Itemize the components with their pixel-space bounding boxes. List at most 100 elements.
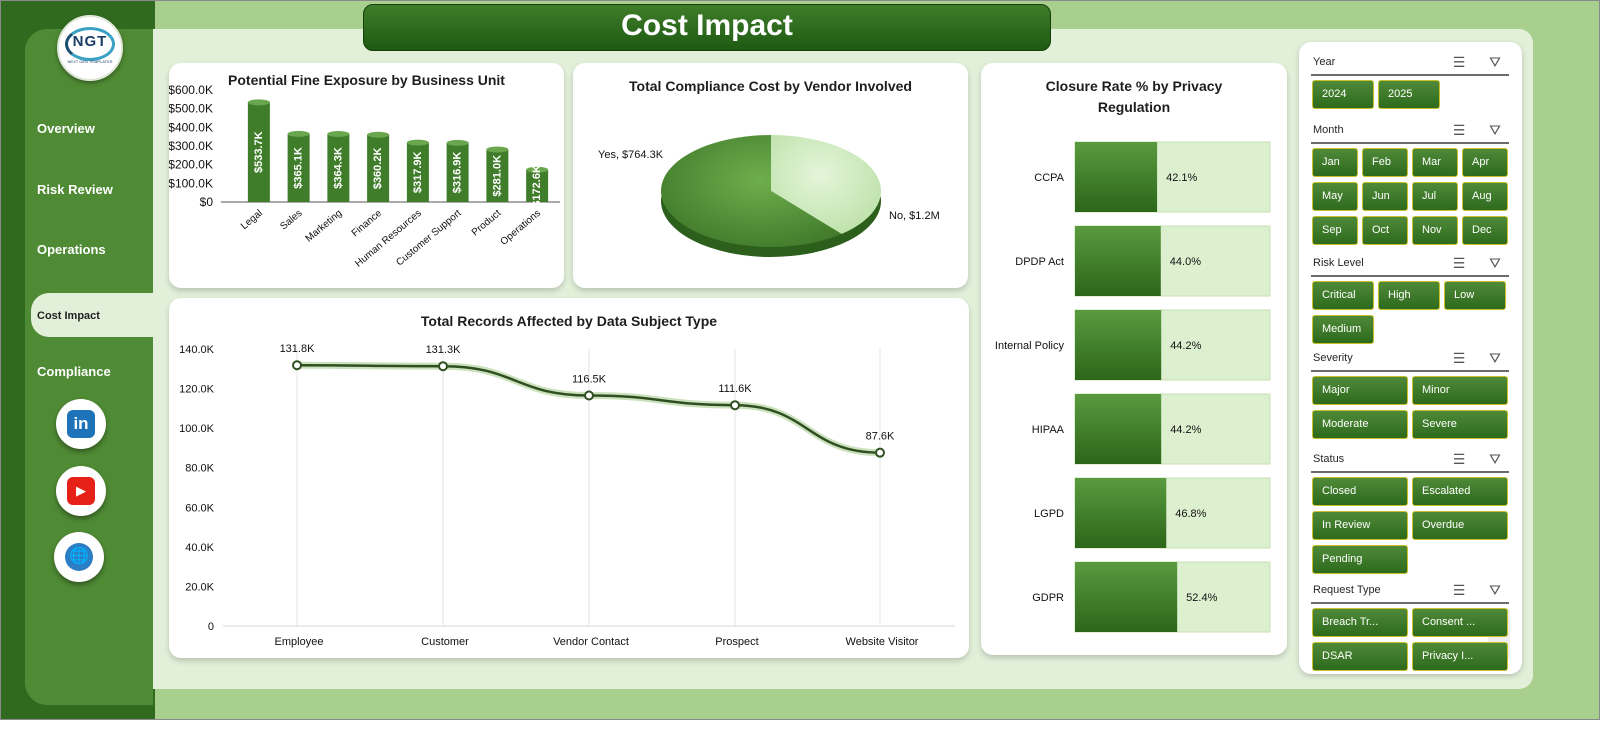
multi-select-icon[interactable]: ☰ <box>1452 350 1466 366</box>
fine-exposure-card: Potential Fine Exposure by Business Unit… <box>169 63 564 288</box>
y-tick-label: 140.0K <box>179 344 215 356</box>
bar-fill[interactable] <box>1075 310 1162 380</box>
slicer-option-risk-level[interactable]: Medium <box>1312 315 1374 344</box>
slicer-option-month[interactable]: Oct <box>1362 216 1408 245</box>
multi-select-icon[interactable]: ☰ <box>1452 122 1466 138</box>
closure-row[interactable]: HIPAA 44.2% <box>1032 393 1271 465</box>
slicer-option-request-type[interactable]: DSAR <box>1312 642 1408 671</box>
clear-filter-icon[interactable]: ⛛ <box>1489 255 1501 271</box>
category-label: DPDP Act <box>1015 256 1064 268</box>
data-point[interactable] <box>438 361 448 372</box>
slicer-option-request-type[interactable]: Privacy I... <box>1412 642 1508 671</box>
bar[interactable]: $172.6K <box>526 165 549 207</box>
bar[interactable]: $316.9K <box>446 139 469 202</box>
nav-operations[interactable]: Operations <box>37 242 106 257</box>
slicer-option-month[interactable]: Apr <box>1462 148 1508 177</box>
data-label: 44.0% <box>1170 256 1201 268</box>
bar[interactable]: $364.3K <box>327 130 350 202</box>
slicer-option-month[interactable]: Dec <box>1462 216 1508 245</box>
slicer-option-year[interactable]: 2024 <box>1312 80 1374 109</box>
slicer-option-month[interactable]: Aug <box>1462 182 1508 211</box>
slicer-option-request-type[interactable]: Consent ... <box>1412 608 1508 637</box>
multi-select-icon[interactable]: ☰ <box>1452 451 1466 467</box>
slicer-divider <box>1311 275 1509 277</box>
slicer-option-severity[interactable]: Moderate <box>1312 410 1408 439</box>
multi-select-icon[interactable]: ☰ <box>1452 255 1466 271</box>
bar-top <box>486 146 509 153</box>
nav-overview[interactable]: Overview <box>37 121 95 136</box>
bar-body[interactable] <box>367 134 390 202</box>
bar-body[interactable] <box>526 169 549 202</box>
clear-filter-icon[interactable]: ⛛ <box>1489 54 1501 70</box>
bar-fill[interactable] <box>1075 226 1161 296</box>
nav-compliance[interactable]: Compliance <box>37 364 111 379</box>
slicer-option-month[interactable]: Jul <box>1412 182 1458 211</box>
closure-row[interactable]: DPDP Act 44.0% <box>1015 225 1271 297</box>
slicer-option-month[interactable]: Jun <box>1362 182 1408 211</box>
clear-filter-icon[interactable]: ⛛ <box>1489 451 1501 467</box>
closure-row[interactable]: LGPD 46.8% <box>1034 477 1271 549</box>
slicer-option-status[interactable]: Overdue <box>1412 511 1508 540</box>
clear-filter-icon[interactable]: ⛛ <box>1489 122 1501 138</box>
slicer-option-risk-level[interactable]: Critical <box>1312 281 1374 310</box>
x-tick-label: Legal <box>239 208 265 232</box>
bar-body[interactable] <box>406 142 429 202</box>
nav-risk-review[interactable]: Risk Review <box>37 182 113 197</box>
bar-fill[interactable] <box>1075 478 1167 548</box>
slicer-option-risk-level[interactable]: Low <box>1444 281 1506 310</box>
slicer-option-month[interactable]: May <box>1312 182 1358 211</box>
bar[interactable]: $317.9K <box>406 139 429 202</box>
bar-fill[interactable] <box>1075 394 1162 464</box>
closure-rate-card: Closure Rate % by Privacy Regulation CCP… <box>981 63 1287 655</box>
bar-body[interactable] <box>446 142 469 202</box>
slicer-option-month[interactable]: Nov <box>1412 216 1458 245</box>
slicer-option-status[interactable]: Escalated <box>1412 477 1508 506</box>
data-point[interactable] <box>292 360 302 371</box>
website-button[interactable]: 🌐 <box>54 532 104 582</box>
bar-body[interactable] <box>486 149 509 202</box>
data-point[interactable] <box>730 400 740 411</box>
youtube-button[interactable]: ▶ <box>56 466 106 516</box>
bar-body[interactable] <box>287 133 310 202</box>
bar-fill[interactable] <box>1075 142 1158 212</box>
bar-top <box>327 130 350 137</box>
bar[interactable]: $533.7K <box>247 99 270 202</box>
data-label: $172.6K <box>531 165 543 207</box>
bar-body[interactable] <box>247 102 270 202</box>
pie-slice[interactable] <box>661 135 842 247</box>
clear-filter-icon[interactable]: ⛛ <box>1489 582 1501 598</box>
bar[interactable]: $360.2K <box>367 131 390 202</box>
closure-row[interactable]: GDPR 52.4% <box>1032 561 1271 633</box>
bar-body[interactable] <box>327 133 350 202</box>
multi-select-icon[interactable]: ☰ <box>1452 582 1466 598</box>
slicer-option-severity[interactable]: Minor <box>1412 376 1508 405</box>
bar[interactable]: $281.0K <box>486 146 509 202</box>
data-point[interactable] <box>584 390 594 401</box>
clear-filter-icon[interactable]: ⛛ <box>1489 350 1501 366</box>
linkedin-button[interactable]: in <box>56 399 106 449</box>
x-tick-label: Finance <box>350 208 385 240</box>
slicer-option-request-type[interactable]: Breach Tr... <box>1312 608 1408 637</box>
slicer-option-status[interactable]: In Review <box>1312 511 1408 540</box>
slicer-option-status[interactable]: Pending <box>1312 545 1408 574</box>
slicer-option-month[interactable]: Mar <box>1412 148 1458 177</box>
slicer-option-status[interactable]: Closed <box>1312 477 1408 506</box>
slicer-option-severity[interactable]: Major <box>1312 376 1408 405</box>
multi-select-icon[interactable]: ☰ <box>1452 54 1466 70</box>
bar-fill[interactable] <box>1075 562 1178 632</box>
bar-top <box>247 99 270 106</box>
nav-active-tab[interactable] <box>31 293 155 337</box>
pie-slice[interactable] <box>771 135 881 234</box>
nav-cost-impact[interactable]: Cost Impact <box>37 310 100 322</box>
slicer-option-year[interactable]: 2025 <box>1378 80 1440 109</box>
page-title: Cost Impact <box>621 9 793 42</box>
bar[interactable]: $365.1K <box>287 130 310 202</box>
closure-row[interactable]: Internal Policy 44.2% <box>995 309 1271 381</box>
slicer-option-severity[interactable]: Severe <box>1412 410 1508 439</box>
slicer-option-risk-level[interactable]: High <box>1378 281 1440 310</box>
closure-row[interactable]: CCPA 42.1% <box>1034 141 1271 213</box>
slicer-option-month[interactable]: Feb <box>1362 148 1408 177</box>
data-point[interactable] <box>875 447 885 458</box>
slicer-option-month[interactable]: Jan <box>1312 148 1358 177</box>
slicer-option-month[interactable]: Sep <box>1312 216 1358 245</box>
